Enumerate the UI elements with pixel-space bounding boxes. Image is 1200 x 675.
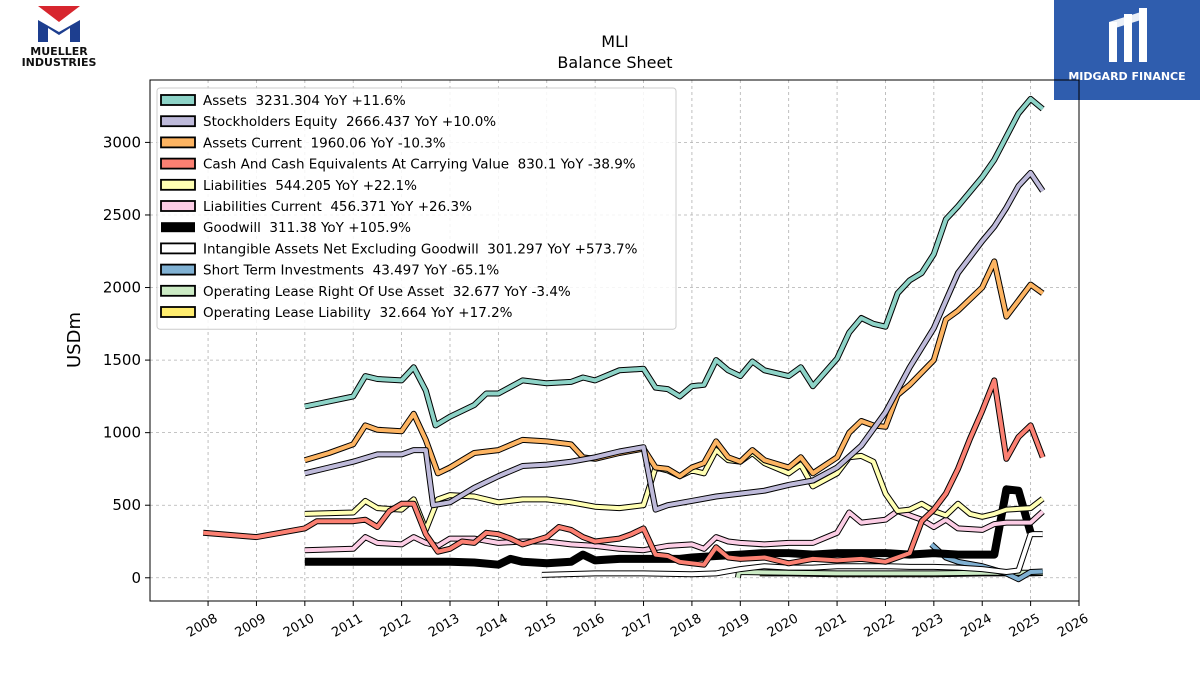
y-axis-label: USDm (64, 312, 85, 368)
x-tick-label: 2020 (765, 611, 801, 641)
x-tick-label: 2013 (426, 611, 462, 641)
legend-label-stockholders-equity: Stockholders Equity 2666.437 YoY +10.0% (203, 114, 496, 130)
x-tick-label: 2014 (475, 611, 511, 641)
legend-label-liabilities-current: Liabilities Current 456.371 YoY +26.3% (203, 199, 472, 215)
legend-swatch-goodwill (161, 222, 195, 233)
x-tick-label: 2018 (668, 611, 704, 641)
legend-swatch-liabilities-current (160, 200, 196, 212)
legend-label-cash-and-cash-equivalents-at-carrying-value: Cash And Cash Equivalents At Carrying Va… (203, 157, 636, 173)
legend-label-short-term-investments: Short Term Investments 43.497 YoY -65.1% (203, 263, 499, 279)
x-tick-label: 2024 (958, 611, 994, 641)
x-tick-label: 2010 (281, 611, 317, 641)
midgard-finance-text: MIDGARD FINANCE (1068, 70, 1186, 83)
y-axis-ticks: 0 500 1000 1500 2000 2500 3000 (103, 133, 150, 587)
mueller-emblem-icon (38, 6, 80, 42)
x-tick-label: 2016 (571, 611, 607, 641)
y-tick-label: 2500 (103, 206, 141, 224)
x-tick-label: 2017 (620, 611, 656, 641)
x-tick-label: 2009 (233, 611, 269, 641)
mueller-logo-line2: INDUSTRIES (21, 56, 97, 69)
y-tick-label: 500 (112, 496, 141, 514)
x-tick-label: 2008 (184, 611, 220, 641)
y-tick-label: 2000 (103, 279, 141, 297)
plot-frame (149, 79, 1080, 602)
legend-label-liabilities: Liabilities 544.205 YoY +22.1% (203, 178, 417, 194)
x-tick-label: 2026 (1055, 611, 1091, 641)
legend-swatch-operating-lease-liability (160, 306, 196, 318)
legend: Assets 3231.304 YoY +11.6% Stockholders E… (156, 87, 677, 330)
x-tick-label: 2019 (716, 611, 752, 641)
midgard-emblem-icon (1109, 8, 1147, 62)
series-line-assets (304, 96, 1044, 428)
x-tick-label: 2022 (862, 611, 898, 641)
x-tick-label: 2021 (813, 611, 849, 641)
legend-swatch-assets-current (160, 136, 196, 149)
x-tick-label: 2015 (523, 611, 559, 641)
mueller-logo: MUELLER INDUSTRIES (18, 6, 100, 69)
legend-swatch-stockholders-equity (160, 115, 196, 128)
series-line-cash-and-cash-equivalents-at-carrying-value (203, 378, 1045, 567)
y-tick-label: 3000 (103, 133, 141, 151)
legend-label-operating-lease-liability: Operating Lease Liability 32.664 YoY +17… (203, 305, 513, 321)
chart-title: MLI (601, 32, 628, 51)
legend-swatch-operating-lease-right-of-use-asset (160, 284, 196, 297)
legend-label-assets-current: Assets Current 1960.06 YoY -10.3% (203, 135, 446, 151)
x-tick-label: 2011 (329, 611, 365, 641)
midgard-finance-logo: MIDGARD FINANCE (1054, 0, 1200, 100)
x-tick-label: 2012 (378, 611, 414, 641)
y-tick-label: 0 (131, 569, 141, 587)
legend-label-intangible-assets-net-excluding-goodwill: Intangible Assets Net Excluding Goodwill… (203, 241, 638, 257)
legend-label-operating-lease-right-of-use-asset: Operating Lease Right Of Use Asset 32.67… (203, 284, 571, 300)
x-tick-label: 2023 (910, 611, 946, 641)
legend-box (156, 87, 677, 330)
series-outline-liabilities (304, 447, 1045, 533)
legend-swatch-liabilities (160, 178, 196, 191)
legend-swatch-cash-and-cash-equivalents-at-carrying-value (160, 157, 196, 170)
series-line-liabilities (304, 448, 1044, 532)
y-tick-label: 1500 (103, 351, 141, 369)
legend-swatch-short-term-investments (160, 263, 196, 276)
series-line-assets-current (304, 259, 1044, 479)
legend-label-assets: Assets 3231.304 YoY +11.6% (203, 93, 406, 109)
x-axis-ticks: 2008 2009 2010 2011 2012 2013 2014 2015 2016 2017… (184, 601, 1091, 641)
series-line-intangible-assets-net-excluding-goodwill (541, 532, 1043, 577)
y-tick-label: 1000 (103, 424, 141, 442)
chart-subtitle: Balance Sheet (557, 53, 672, 72)
series-lines (202, 95, 1046, 583)
x-tick-label: 2025 (1007, 611, 1043, 641)
series-line-goodwill (304, 485, 1035, 569)
mueller-logo-line1: MUELLER (30, 45, 88, 58)
legend-swatch-intangible-assets-net-excluding-goodwill (160, 242, 196, 255)
legend-label-goodwill: Goodwill 311.38 YoY +105.9% (203, 220, 411, 236)
legend-swatch-assets (160, 94, 196, 106)
series-line-stockholders-equity (304, 170, 1045, 512)
